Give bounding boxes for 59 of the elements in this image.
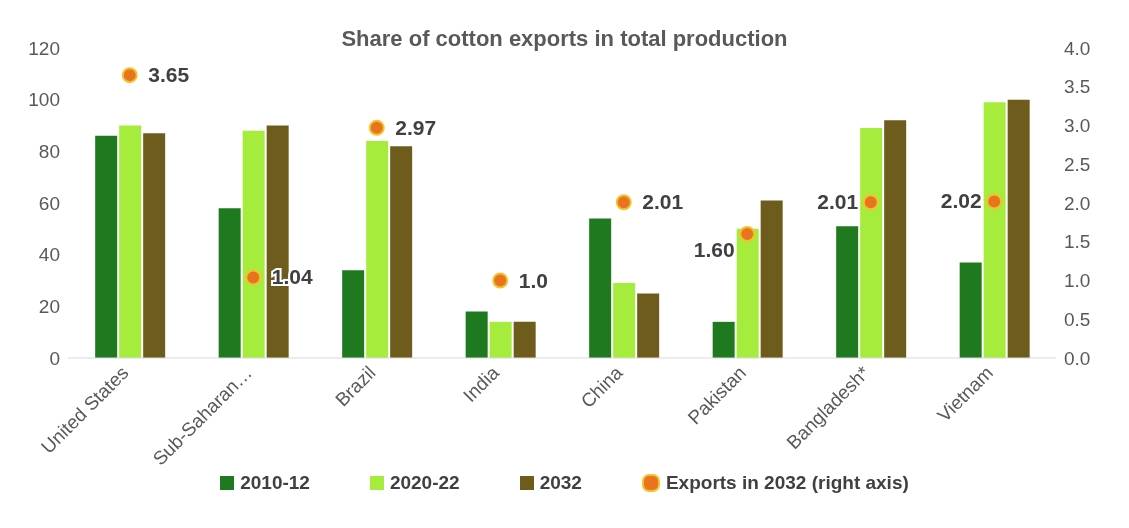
- bar: [637, 293, 660, 358]
- y-tick-label: 100: [28, 89, 60, 111]
- bar: [342, 270, 365, 358]
- point: [245, 269, 262, 286]
- legend-label: 2032: [538, 472, 582, 494]
- bar: [143, 133, 166, 358]
- bar: [884, 120, 907, 358]
- y2-tick-label: 4.0: [1064, 37, 1091, 59]
- bar: [983, 102, 1006, 358]
- bar: [390, 146, 413, 358]
- bar: [366, 141, 389, 358]
- data-label: 2.01: [817, 190, 859, 214]
- data-label: 1.0: [518, 268, 548, 292]
- data-label: 2.02: [940, 189, 982, 213]
- chart-title: Share of cotton exports in total production: [341, 26, 788, 51]
- bar: [465, 311, 488, 358]
- data-label: 3.65: [148, 63, 190, 87]
- bar: [242, 130, 265, 358]
- point: [739, 226, 756, 242]
- y2-tick-label: 2.5: [1064, 153, 1091, 175]
- bar: [959, 262, 982, 358]
- point: [986, 193, 1003, 210]
- y2-tick-label: 0.5: [1064, 308, 1091, 330]
- data-label: 2.01: [642, 190, 684, 214]
- point: [615, 194, 632, 211]
- bar: [1007, 99, 1030, 358]
- y-tick-label: 20: [38, 296, 60, 318]
- point: [121, 67, 138, 84]
- legend-label: 2010-12: [239, 472, 310, 494]
- bar: [218, 208, 241, 358]
- bar: [95, 135, 118, 358]
- bar: [760, 200, 783, 358]
- y-tick-label: 40: [38, 244, 60, 266]
- data-label: 1.60: [693, 238, 735, 261]
- y2-tick-label: 2.0: [1064, 192, 1091, 214]
- y2-tick-label: 3.0: [1064, 115, 1091, 137]
- point: [492, 272, 509, 289]
- bar: [613, 283, 636, 358]
- legend-label: 2020-22: [388, 472, 460, 494]
- y-tick-label: 120: [28, 37, 60, 59]
- point: [368, 119, 385, 136]
- bar: [712, 321, 735, 358]
- bar: [513, 321, 536, 358]
- bar: [119, 125, 142, 358]
- y-tick-label: 80: [38, 141, 60, 163]
- y2-tick-label: 0.0: [1064, 347, 1091, 369]
- bar: [860, 128, 883, 358]
- bar: [736, 228, 759, 358]
- point: [862, 194, 879, 211]
- legend-label: Exports in 2032 (right axis): [664, 472, 909, 494]
- bar: [836, 226, 859, 358]
- y2-tick-label: 3.5: [1064, 76, 1091, 98]
- data-label: 2.97: [395, 115, 437, 139]
- y2-tick-label: 1.5: [1064, 231, 1091, 253]
- bar: [489, 321, 512, 358]
- y-tick-label: 60: [38, 192, 60, 214]
- y2-tick-label: 1.0: [1064, 270, 1091, 292]
- bar: [589, 218, 612, 358]
- y-tick-label: 0: [49, 347, 60, 369]
